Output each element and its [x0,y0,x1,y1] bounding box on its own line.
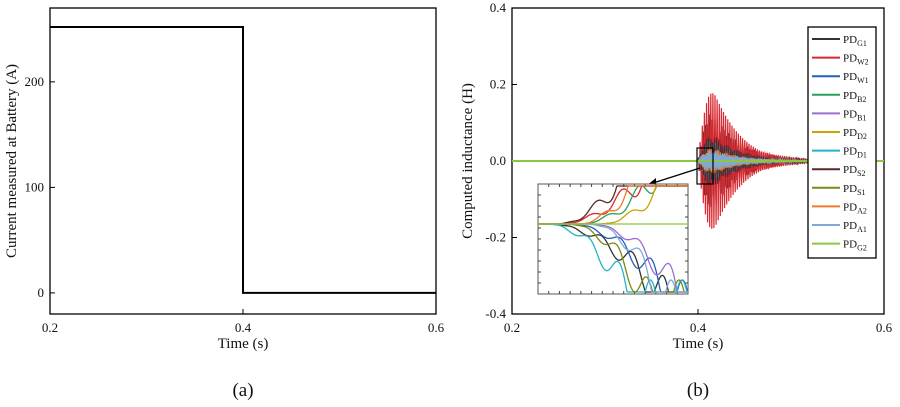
panel-b-ytick-label: 0.4 [490,0,507,15]
panel-b-xtick-label: 0.6 [876,320,893,335]
panel-b-ytick-label: 0.0 [490,153,506,168]
panel-a-ytick-label: 100 [25,179,45,194]
legend-label-a2: PDA2 [843,201,867,215]
inset-background [537,183,689,295]
panel-b: 0.2 0.4 0.6-0.4-0.20.00.20.4 PDG1PDW2PDW1P… [460,0,893,401]
panel-a-xtick-label: 0.2 [42,320,58,335]
legend: PDG1 PDW2 PDW1 PDB2 PDB1 PDD2 PDD1 PDS2 PDS1 PDA2… [807,26,877,259]
panel-a-ylabel: Current measured at Battery (A) [4,64,20,258]
legend-label-w2: PDW2 [843,53,869,67]
legend-label-s1: PDS1 [843,183,866,197]
panel-b-label: (b) [687,380,709,401]
inset-lines [538,185,689,293]
panel-a-label: (a) [232,380,253,401]
panel-b-ytick-label: -0.2 [485,230,506,245]
panel-a-xtick-label: 0.6 [428,320,445,335]
panel-a-ytick-label: 0 [38,285,45,300]
legend-label-d1: PDD1 [843,146,867,160]
legend-label-d2: PDD2 [843,127,867,141]
legend-label-s2: PDS2 [843,164,866,178]
legend-label-g1: PDG1 [843,34,867,48]
inset-line-g1 [538,223,688,293]
zoom-region-box [696,147,714,185]
panel-b-ytick-label: -0.4 [485,306,506,321]
panel-a-ytick-label: 200 [25,74,45,89]
panel-b-ylabel: Computed inductance (H) [460,83,476,239]
legend-frame [807,26,877,259]
zoom-arrow [649,167,701,185]
legend-label-w1: PDW1 [843,71,869,85]
legend-label-b2: PDB2 [843,90,866,104]
zoom-inset [537,183,689,295]
panel-b-xtick-label: 0.2 [504,320,520,335]
panel-b-ytick-label: 0.2 [490,77,506,92]
panel-a-xlabel: Time (s) [218,336,269,352]
panel-b-xlabel: Time (s) [673,336,724,352]
legend-label-a1: PDA1 [843,220,867,234]
panel-a-current-line [50,26,436,294]
legend-label-g2: PDG2 [843,239,867,253]
panel-a-ticks: 0.2 0.4 0.6 0 100 200 [25,74,445,335]
legend-label-b1: PDB1 [843,108,866,122]
panel-a-xtick-label: 0.4 [235,320,252,335]
panel-b-xtick-label: 0.4 [690,320,707,335]
panel-a: 0.2 0.4 0.6 0 100 200 Time (s) Current measur… [4,7,445,401]
